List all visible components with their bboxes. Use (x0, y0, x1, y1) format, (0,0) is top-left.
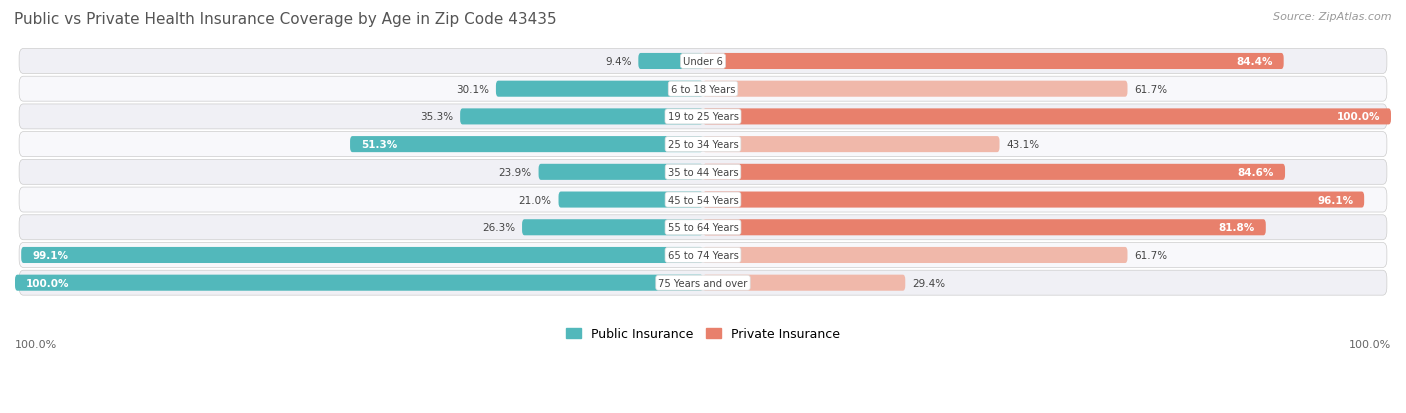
FancyBboxPatch shape (703, 192, 1364, 208)
FancyBboxPatch shape (15, 275, 703, 291)
Text: 100.0%: 100.0% (25, 278, 69, 288)
Text: 84.6%: 84.6% (1237, 167, 1274, 178)
Text: 45 to 54 Years: 45 to 54 Years (668, 195, 738, 205)
Text: 99.1%: 99.1% (32, 250, 69, 260)
FancyBboxPatch shape (20, 271, 1386, 295)
Text: 81.8%: 81.8% (1219, 223, 1254, 233)
FancyBboxPatch shape (20, 132, 1386, 157)
Text: 100.0%: 100.0% (15, 339, 58, 349)
Text: 6 to 18 Years: 6 to 18 Years (671, 85, 735, 95)
Text: 29.4%: 29.4% (912, 278, 945, 288)
Text: 100.0%: 100.0% (1348, 339, 1391, 349)
FancyBboxPatch shape (460, 109, 703, 125)
FancyBboxPatch shape (558, 192, 703, 208)
Text: 96.1%: 96.1% (1317, 195, 1353, 205)
FancyBboxPatch shape (638, 54, 703, 70)
FancyBboxPatch shape (703, 247, 1128, 263)
Text: 43.1%: 43.1% (1007, 140, 1039, 150)
Text: 23.9%: 23.9% (499, 167, 531, 178)
FancyBboxPatch shape (703, 81, 1128, 97)
FancyBboxPatch shape (20, 77, 1386, 102)
FancyBboxPatch shape (538, 164, 703, 180)
Text: 35 to 44 Years: 35 to 44 Years (668, 167, 738, 178)
Text: 19 to 25 Years: 19 to 25 Years (668, 112, 738, 122)
Text: Public vs Private Health Insurance Coverage by Age in Zip Code 43435: Public vs Private Health Insurance Cover… (14, 12, 557, 27)
FancyBboxPatch shape (350, 137, 703, 153)
Text: 35.3%: 35.3% (420, 112, 453, 122)
FancyBboxPatch shape (703, 54, 1284, 70)
FancyBboxPatch shape (703, 164, 1285, 180)
Text: 30.1%: 30.1% (456, 85, 489, 95)
Text: 26.3%: 26.3% (482, 223, 515, 233)
Text: Under 6: Under 6 (683, 57, 723, 67)
FancyBboxPatch shape (20, 104, 1386, 130)
Text: 25 to 34 Years: 25 to 34 Years (668, 140, 738, 150)
FancyBboxPatch shape (522, 220, 703, 236)
FancyBboxPatch shape (703, 137, 1000, 153)
FancyBboxPatch shape (20, 243, 1386, 268)
Text: Source: ZipAtlas.com: Source: ZipAtlas.com (1274, 12, 1392, 22)
FancyBboxPatch shape (20, 50, 1386, 74)
Legend: Public Insurance, Private Insurance: Public Insurance, Private Insurance (561, 323, 845, 345)
FancyBboxPatch shape (703, 109, 1391, 125)
Text: 75 Years and over: 75 Years and over (658, 278, 748, 288)
Text: 9.4%: 9.4% (605, 57, 631, 67)
Text: 84.4%: 84.4% (1236, 57, 1272, 67)
FancyBboxPatch shape (703, 220, 1265, 236)
Text: 55 to 64 Years: 55 to 64 Years (668, 223, 738, 233)
FancyBboxPatch shape (20, 215, 1386, 240)
Text: 21.0%: 21.0% (519, 195, 551, 205)
Text: 61.7%: 61.7% (1135, 250, 1167, 260)
FancyBboxPatch shape (496, 81, 703, 97)
Text: 65 to 74 Years: 65 to 74 Years (668, 250, 738, 260)
FancyBboxPatch shape (703, 275, 905, 291)
Text: 61.7%: 61.7% (1135, 85, 1167, 95)
Text: 100.0%: 100.0% (1337, 112, 1381, 122)
Text: 51.3%: 51.3% (361, 140, 398, 150)
FancyBboxPatch shape (21, 247, 703, 263)
FancyBboxPatch shape (20, 160, 1386, 185)
FancyBboxPatch shape (20, 188, 1386, 213)
